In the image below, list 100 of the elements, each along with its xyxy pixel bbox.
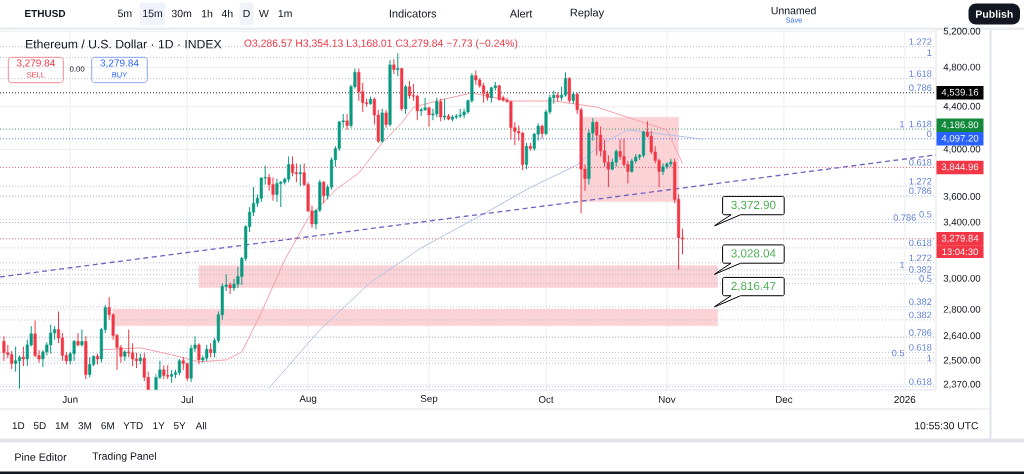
candlestick (345, 113, 349, 131)
text: 1D (12, 422, 25, 430)
annotation: 1.272 (909, 178, 932, 185)
text: 5m (117, 9, 132, 18)
candlestick (563, 71, 568, 98)
annotation: 0.382 (909, 298, 932, 306)
text: O3,286.57 H3,354.13 L3,168.01 C3,279.84 −7.73 (−0.24%) (244, 39, 518, 49)
annotation: 0.382 (909, 266, 932, 273)
y-tick-label: 4,800.00 (943, 63, 981, 72)
y-tick-label: 3,000.00 (943, 274, 981, 283)
annotation: 0.786 (909, 329, 932, 336)
annotation: 0.5 (892, 349, 905, 357)
text: Ethereum / U.S. Dollar · 1D · INDEX (26, 39, 222, 49)
x-tick-label: Jul (181, 395, 193, 404)
candlestick (197, 342, 201, 365)
text: D (243, 9, 250, 18)
text: Replay (570, 8, 605, 19)
candlestick (298, 164, 302, 187)
y-tick-label: 5,200.00 (943, 27, 981, 36)
text: 3M (78, 422, 92, 430)
candlestick (404, 84, 408, 115)
annotation: 3,279.84 (100, 59, 139, 68)
annotation: 0.382 (909, 311, 932, 319)
x-tick-label: Jun (62, 396, 78, 403)
annotation: 1.272 (909, 38, 932, 45)
annotation: 0.618 (909, 378, 932, 385)
text: 4h (221, 9, 233, 18)
text: Pine Editor (15, 453, 67, 461)
text: 1Y (153, 422, 165, 430)
candlestick (439, 98, 443, 122)
annotation: 0.618 (909, 239, 932, 247)
text: 5Y (173, 422, 186, 430)
text: 6M (101, 422, 114, 430)
y-tick-label: 2,370.00 (943, 380, 981, 389)
annotation: 1 (900, 261, 905, 269)
annotation: 0.786 (909, 187, 932, 195)
candlestick (435, 97, 439, 118)
x-tick-label: Nov (658, 396, 676, 403)
annotation: 0.786 (893, 214, 916, 221)
candlestick (17, 354, 22, 390)
annotation: 3,372.90 (731, 200, 776, 211)
annotation: 0.786 (909, 84, 932, 91)
text: Indicators (389, 9, 437, 18)
annotation: 1.272 (909, 254, 932, 262)
candlestick (279, 180, 283, 208)
text: Unnamed (771, 6, 816, 15)
x-tick-label: Oct (538, 396, 554, 404)
line-series (100, 92, 683, 363)
annotation: 0.5 (919, 275, 932, 282)
text: 1m (278, 9, 292, 18)
candlestick (287, 155, 291, 183)
y-tick-label: 2,640.00 (943, 332, 981, 341)
annotation: 3,028.04 (731, 249, 776, 259)
candlestick (49, 324, 53, 355)
text: 10:55:30 UTC (915, 422, 979, 430)
candlestick (259, 176, 263, 203)
annotation: 1 (900, 120, 905, 128)
candlestick (21, 346, 25, 367)
text: 1h (201, 9, 213, 18)
candlestick (88, 356, 92, 378)
text: YTD (123, 422, 143, 430)
annotation: 1 (927, 49, 932, 56)
text: All (195, 422, 207, 430)
x-tick-label: Dec (775, 396, 793, 403)
x-tick-label: Sep (420, 395, 438, 404)
y-tick-label: 3,600.00 (943, 192, 981, 201)
annotation: 0.618 (909, 159, 932, 166)
ref-line-label: 4,097.20 (941, 134, 979, 143)
candlestick (2, 335, 6, 362)
text: Trading Panel (92, 452, 156, 462)
text: 13:04:30 (942, 248, 978, 256)
candlestick (423, 97, 427, 112)
candlestick (392, 58, 396, 75)
candlestick (567, 76, 571, 104)
text: 30m (171, 9, 192, 18)
candlestick (396, 52, 400, 77)
annotation: 1.618 (909, 120, 932, 128)
annotation: 3,279.84 (16, 59, 55, 68)
candlestick (271, 176, 275, 202)
x-tick-label: 2026 (894, 396, 916, 404)
y-tick-label: 3,400.00 (943, 218, 981, 227)
y-tick-label: 2,500.00 (943, 356, 981, 365)
y-tick-label: 4,400.00 (943, 102, 981, 111)
annotation: 2,816.47 (731, 281, 776, 292)
annotation: 0 (927, 130, 932, 138)
ref-line-label: 4,186.80 (941, 121, 979, 130)
candlestick (661, 162, 665, 176)
text: Publish (976, 10, 1013, 18)
text: ETHUSD (25, 9, 66, 18)
candlestick (76, 332, 80, 348)
annotation: 1 (927, 355, 932, 362)
candlestick (595, 120, 599, 156)
annotation: 1.618 (909, 70, 932, 77)
candlestick (322, 180, 326, 204)
candlestick (275, 178, 279, 203)
annotation: 0.5 (919, 211, 932, 218)
text: 15m (143, 9, 163, 18)
candlestick (72, 339, 76, 362)
line-series (268, 129, 703, 389)
ref-line-label: 3,844.96 (941, 163, 979, 172)
